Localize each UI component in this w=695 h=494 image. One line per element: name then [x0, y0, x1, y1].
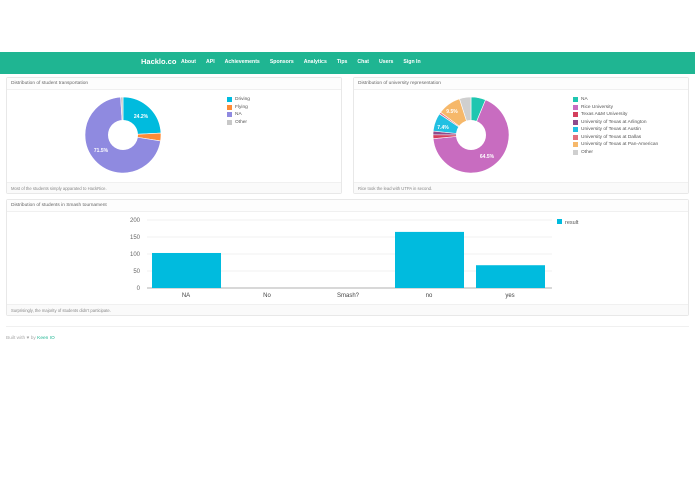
legend-item-ut-dallas[interactable]: University of Texas at Dallas [573, 134, 658, 142]
legend-item-other[interactable]: Other [227, 119, 250, 127]
legend-swatch-result [557, 219, 562, 224]
panel-title: Distribution of students in Smash tourna… [7, 200, 688, 212]
svg-text:150: 150 [130, 235, 141, 241]
driving-percent-label: 24.2% [134, 114, 149, 120]
svg-text:yes: yes [505, 293, 514, 299]
svg-text:No: No [263, 293, 271, 299]
legend-label: University of Texas at Pan-American [581, 142, 659, 148]
legend-label: University of Texas at Arlington [581, 119, 647, 125]
legend-label: University of Texas at Austin [581, 127, 641, 133]
nav-achievements[interactable]: Achievements [224, 59, 260, 65]
footer: Built with ♥ by Keen IO [6, 336, 55, 341]
brand-logo[interactable]: Hacklo.co [141, 57, 177, 66]
legend-label: Other [581, 149, 593, 155]
y-axis-ticks: 200 150 100 50 0 [130, 218, 141, 292]
na-percent-label: 71.5% [94, 148, 109, 154]
legend-item-uta[interactable]: University of Texas at Arlington [573, 119, 658, 127]
nav-users[interactable]: Users [378, 59, 394, 65]
panel-title: Distribution of university representatio… [354, 78, 688, 90]
legend-item-tamu[interactable]: Texas A&M University [573, 111, 658, 119]
navbar: Hacklo.co About API Achievements Sponsor… [0, 52, 695, 74]
transportation-legend: Driving Flying NA Other [227, 96, 250, 126]
footer-text: Built with ♥ by [6, 336, 36, 341]
svg-text:100: 100 [130, 252, 141, 258]
university-legend: NA Rice University Texas A&M University … [573, 96, 658, 156]
bar[interactable] [152, 252, 221, 288]
panel-title: Distribution of student transportation [7, 78, 341, 90]
nav-tips[interactable]: Tips [336, 59, 348, 65]
svg-text:NA: NA [182, 293, 190, 299]
nav-chat[interactable]: Chat [357, 59, 369, 65]
svg-text:Smash?: Smash? [337, 293, 360, 299]
bar[interactable] [476, 265, 545, 288]
nav-sponsors[interactable]: Sponsors [269, 59, 294, 65]
university-panel: Distribution of university representatio… [353, 77, 689, 194]
rice-percent-label: 64.5% [480, 154, 495, 160]
x-axis-labels: NA No Smash? no yes [182, 293, 515, 299]
nav-analytics[interactable]: Analytics [303, 59, 327, 65]
legend-item-flying[interactable]: Flying [227, 104, 250, 112]
legend-label: Flying [235, 104, 248, 110]
legend-label-result[interactable]: result [565, 220, 579, 226]
university-donut-chart: 64.5% 7.4% 9.5% [432, 96, 510, 174]
legend-label: NA [235, 112, 242, 118]
legend-label: University of Texas at Dallas [581, 134, 642, 140]
panel-caption: Rice took the lead with UTPA in second. [354, 182, 688, 193]
panel-caption: Most of the students simply apparated to… [7, 182, 341, 193]
legend-item-utpa[interactable]: University of Texas at Pan-American [573, 141, 658, 149]
legend-item-na[interactable]: NA [573, 96, 658, 104]
nav-api[interactable]: API [205, 59, 215, 65]
legend-item-ut-austin[interactable]: University of Texas at Austin [573, 126, 658, 134]
footer-divider [6, 326, 689, 327]
legend-label: Texas A&M University [581, 112, 628, 118]
nav-links: About API Achievements Sponsors Analytic… [181, 59, 431, 65]
nav-sign-in[interactable]: Sign In [403, 59, 421, 65]
legend-item-driving[interactable]: Driving [227, 96, 250, 104]
utpa-percent-label: 9.5% [446, 109, 458, 115]
transportation-donut-chart: 24.2% 71.5% [84, 96, 162, 174]
transportation-panel: Distribution of student transportation 2… [6, 77, 342, 194]
smash-bar-chart: 200 150 100 50 0 NA No Smash? no yes res… [130, 218, 579, 299]
legend-label: Driving [235, 97, 250, 103]
legend-label: Other [235, 119, 247, 125]
smash-panel: Distribution of students in Smash tourna… [6, 199, 689, 316]
legend-item-rice[interactable]: Rice University [573, 104, 658, 112]
austin-percent-label: 7.4% [437, 125, 449, 131]
legend-item-other[interactable]: Other [573, 149, 658, 157]
panel-caption: Surprisingly, the majority of students d… [7, 304, 688, 315]
svg-text:200: 200 [130, 218, 141, 224]
keen-io-link[interactable]: Keen IO [37, 336, 55, 341]
legend-label: NA [581, 97, 588, 103]
svg-text:50: 50 [133, 269, 140, 275]
legend-label: Rice University [581, 104, 613, 110]
nav-about[interactable]: About [181, 59, 196, 65]
bar[interactable] [395, 231, 464, 288]
svg-text:0: 0 [137, 286, 141, 292]
svg-text:no: no [426, 293, 433, 299]
legend-item-na[interactable]: NA [227, 111, 250, 119]
